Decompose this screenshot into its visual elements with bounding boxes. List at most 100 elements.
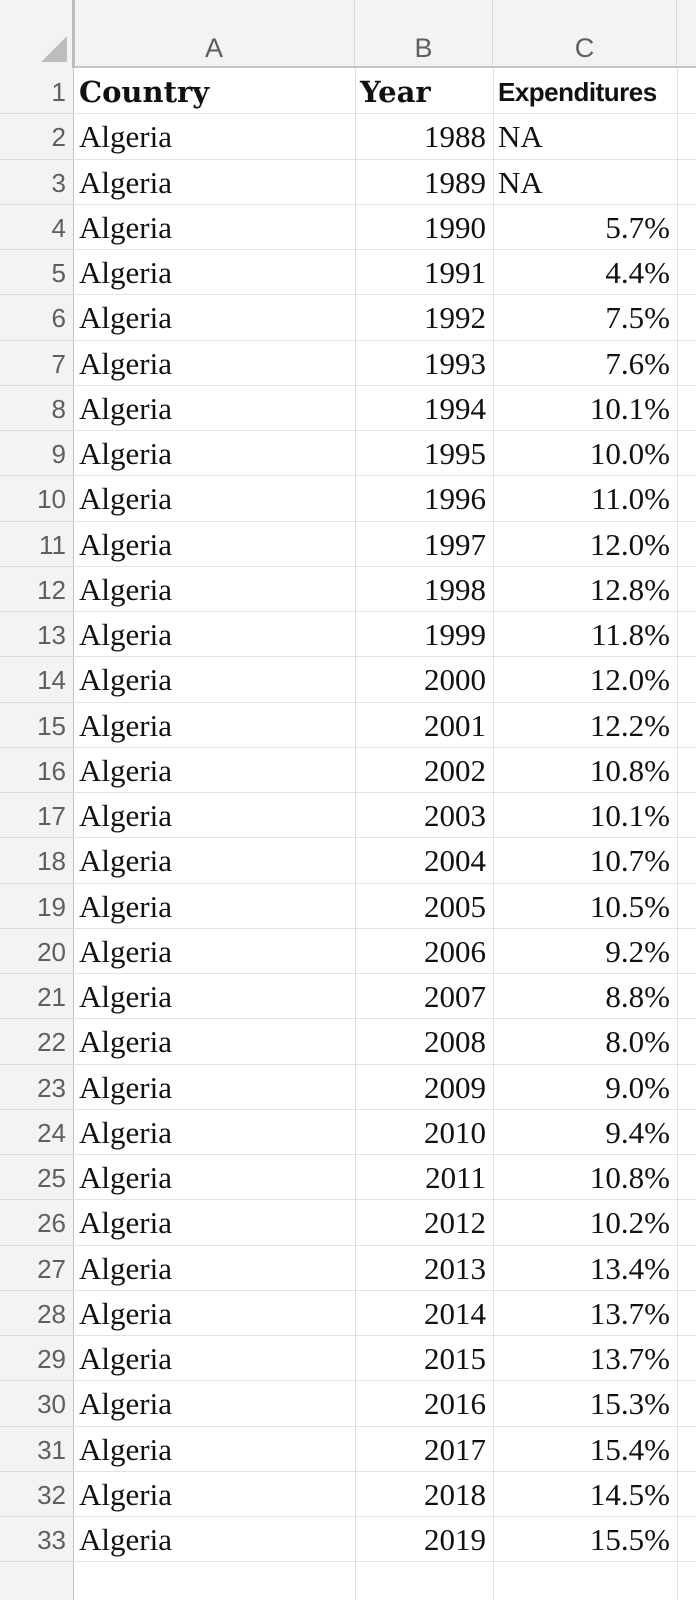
row-header[interactable]: 7 — [51, 348, 66, 379]
cell-expenditures[interactable]: NA — [498, 119, 543, 155]
column-header-c[interactable]: C — [493, 0, 677, 66]
row-header[interactable]: 16 — [37, 755, 66, 786]
cell-country[interactable]: Algeria — [79, 662, 172, 698]
cell-country[interactable]: Algeria — [79, 209, 172, 245]
column-header-b[interactable]: B — [355, 0, 493, 66]
cell-year[interactable]: 1998 — [424, 571, 486, 607]
header-cell-expenditures[interactable]: Expenditures — [498, 77, 657, 107]
cell-expenditures[interactable]: 5.7% — [605, 209, 670, 245]
cell-country[interactable]: Algeria — [79, 1160, 172, 1195]
cell-country[interactable]: Algeria — [79, 1024, 172, 1060]
row-header[interactable]: 4 — [51, 212, 66, 243]
cell-expenditures[interactable]: 12.2% — [589, 707, 670, 743]
cell-expenditures[interactable]: 12.0% — [589, 662, 670, 698]
cell-country[interactable]: Algeria — [79, 1431, 172, 1467]
cell-year[interactable]: 1991 — [424, 255, 486, 290]
cell-year[interactable]: 2006 — [424, 933, 486, 969]
cell-expenditures[interactable]: NA — [498, 164, 543, 200]
row-header[interactable]: 31 — [37, 1434, 66, 1465]
cell-expenditures[interactable]: 15.3% — [589, 1386, 670, 1422]
cell-country[interactable]: Algeria — [79, 526, 172, 562]
row-header[interactable]: 33 — [37, 1525, 66, 1555]
cell-country[interactable]: Algeria — [79, 1476, 172, 1512]
cell-country[interactable]: Algeria — [79, 933, 172, 969]
cell-expenditures[interactable]: 9.2% — [605, 933, 670, 969]
cell-country[interactable]: Algeria — [79, 1205, 172, 1241]
cell-year[interactable]: 1995 — [424, 436, 486, 471]
cell-expenditures[interactable]: 8.8% — [605, 979, 670, 1014]
cell-year[interactable]: 2009 — [424, 1069, 486, 1105]
cell-year[interactable]: 2017 — [424, 1431, 486, 1467]
cell-country[interactable]: Algeria — [79, 164, 172, 200]
cell-expenditures[interactable]: 12.0% — [589, 526, 670, 562]
cell-year[interactable]: 1993 — [424, 345, 486, 381]
row-header[interactable]: 26 — [37, 1208, 66, 1239]
cell-country[interactable]: Algeria — [79, 1114, 172, 1150]
row-header[interactable]: 19 — [37, 891, 66, 922]
cell-year[interactable]: 2011 — [425, 1160, 486, 1195]
row-header[interactable]: 20 — [37, 936, 66, 967]
cell-expenditures[interactable]: 10.1% — [589, 798, 670, 833]
cell-year[interactable]: 1999 — [424, 617, 486, 652]
cell-year[interactable]: 2002 — [424, 752, 486, 788]
cell-year[interactable]: 1994 — [424, 390, 486, 426]
cell-country[interactable]: Algeria — [79, 390, 172, 426]
cell-year[interactable]: 2014 — [424, 1295, 486, 1331]
cell-country[interactable]: Algeria — [79, 617, 172, 652]
row-header[interactable]: 5 — [51, 258, 66, 288]
cell-year[interactable]: 1990 — [424, 209, 486, 245]
row-header[interactable]: 2 — [51, 122, 66, 153]
row-header[interactable]: 1 — [51, 77, 66, 107]
cell-year[interactable]: 1992 — [424, 300, 486, 336]
row-header[interactable]: 24 — [37, 1117, 66, 1148]
cell-expenditures[interactable]: 8.0% — [605, 1024, 670, 1060]
cell-country[interactable]: Algeria — [79, 571, 172, 607]
row-header[interactable]: 27 — [37, 1253, 66, 1284]
cell-year[interactable]: 2010 — [424, 1114, 486, 1150]
header-cell-country[interactable]: Country — [79, 75, 210, 109]
cell-year[interactable]: 1988 — [424, 119, 486, 155]
cell-expenditures[interactable]: 12.8% — [589, 571, 670, 607]
row-header[interactable]: 29 — [37, 1344, 66, 1374]
cell-expenditures[interactable]: 10.8% — [589, 1160, 670, 1195]
cell-expenditures[interactable]: 7.5% — [605, 300, 670, 336]
cell-expenditures[interactable]: 4.4% — [605, 255, 670, 290]
cell-country[interactable]: Algeria — [79, 345, 172, 381]
row-header[interactable]: 6 — [51, 303, 66, 334]
cell-expenditures[interactable]: 9.0% — [605, 1069, 670, 1105]
cell-country[interactable]: Algeria — [79, 979, 172, 1014]
cell-country[interactable]: Algeria — [79, 119, 172, 155]
row-header[interactable]: 23 — [37, 1072, 66, 1103]
row-header[interactable]: 14 — [37, 665, 66, 696]
cell-year[interactable]: 2019 — [424, 1522, 486, 1557]
cell-expenditures[interactable]: 9.4% — [605, 1114, 670, 1150]
column-header-a[interactable]: A — [74, 0, 355, 66]
row-header[interactable]: 9 — [51, 439, 66, 469]
cell-country[interactable]: Algeria — [79, 436, 172, 471]
cell-country[interactable]: Algeria — [79, 888, 172, 924]
cell-year[interactable]: 2001 — [424, 707, 486, 743]
cell-expenditures[interactable]: 10.0% — [589, 436, 670, 471]
cell-expenditures[interactable]: 13.7% — [589, 1295, 670, 1331]
cell-expenditures[interactable]: 15.5% — [589, 1522, 670, 1557]
cell-country[interactable]: Algeria — [79, 481, 172, 517]
cell-expenditures[interactable]: 10.8% — [589, 752, 670, 788]
row-header[interactable]: 13 — [37, 620, 66, 650]
cell-country[interactable]: Algeria — [79, 1341, 172, 1376]
cell-expenditures[interactable]: 14.5% — [589, 1476, 670, 1512]
cell-year[interactable]: 2012 — [424, 1205, 486, 1241]
cell-year[interactable]: 2015 — [424, 1341, 486, 1376]
row-header[interactable]: 8 — [51, 393, 66, 424]
cell-expenditures[interactable]: 10.7% — [589, 843, 670, 879]
cell-year[interactable]: 2008 — [424, 1024, 486, 1060]
cell-expenditures[interactable]: 10.5% — [589, 888, 670, 924]
cell-expenditures[interactable]: 7.6% — [605, 345, 670, 381]
row-header[interactable]: 28 — [37, 1298, 66, 1329]
row-header[interactable]: 17 — [37, 801, 66, 831]
cell-expenditures[interactable]: 11.0% — [591, 481, 670, 517]
cell-year[interactable]: 2016 — [424, 1386, 486, 1422]
cell-country[interactable]: Algeria — [79, 1386, 172, 1422]
cell-expenditures[interactable]: 13.7% — [589, 1341, 670, 1376]
row-header[interactable]: 25 — [37, 1163, 66, 1193]
cell-country[interactable]: Algeria — [79, 1069, 172, 1105]
